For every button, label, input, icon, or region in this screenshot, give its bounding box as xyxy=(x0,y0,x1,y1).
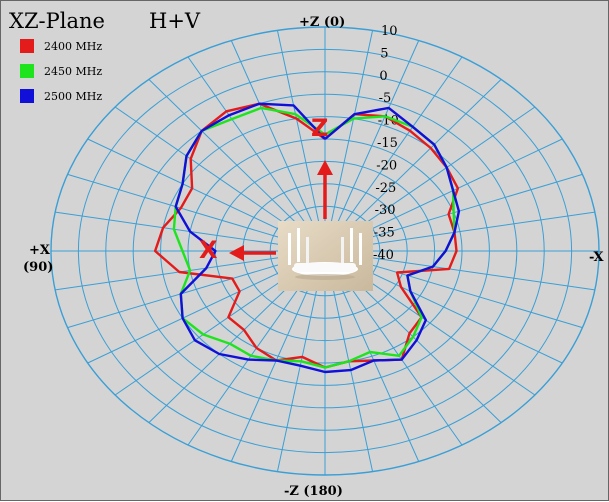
axis-label-left-angle: (90) xyxy=(23,260,53,275)
legend-entry: 2450 MHz xyxy=(44,65,102,78)
grid-spoke xyxy=(187,56,326,252)
legend-swatch xyxy=(20,64,34,78)
x-arrow-label: X xyxy=(199,236,218,264)
grid-spoke xyxy=(324,40,420,252)
radial-tick-label: -25 xyxy=(375,181,396,196)
radial-tick-label: -30 xyxy=(375,203,396,218)
grid-spoke xyxy=(230,40,326,252)
chart-title: XZ-Plane xyxy=(9,9,105,33)
radial-tick-label: -20 xyxy=(376,158,397,173)
chart-subtitle: H+V xyxy=(149,9,201,33)
series-group xyxy=(153,102,461,374)
radial-tick-label: -40 xyxy=(373,248,394,263)
grid-spoke xyxy=(276,30,326,252)
grid-spoke xyxy=(324,30,374,252)
axis-label-left: +X xyxy=(29,243,51,258)
axis-label-top: +Z (0) xyxy=(299,15,345,30)
axis-label-right: -X xyxy=(589,250,604,265)
x-axis-arrow xyxy=(229,245,276,261)
radial-tick-label: -15 xyxy=(377,136,398,151)
series-line xyxy=(174,102,461,374)
z-arrow-label: Z xyxy=(311,114,328,142)
router-icon xyxy=(278,221,373,291)
radial-tick-label: -35 xyxy=(374,226,395,241)
legend-entry: 2500 MHz xyxy=(44,90,102,103)
radial-tick-label: 0 xyxy=(379,69,387,84)
legend-swatch xyxy=(20,39,34,53)
radial-tick-label: 10 xyxy=(381,24,398,39)
z-axis-arrow xyxy=(317,160,333,219)
legend: 2400 MHz 2450 MHz 2500 MHz xyxy=(20,39,102,103)
legend-swatch xyxy=(20,89,34,103)
radial-tick-label: 5 xyxy=(380,46,388,61)
grid-spoke xyxy=(324,56,463,252)
axis-label-bottom: -Z (180) xyxy=(284,484,343,499)
legend-entry: 2400 MHz xyxy=(44,40,102,53)
radial-tick-label: -5 xyxy=(379,91,392,106)
